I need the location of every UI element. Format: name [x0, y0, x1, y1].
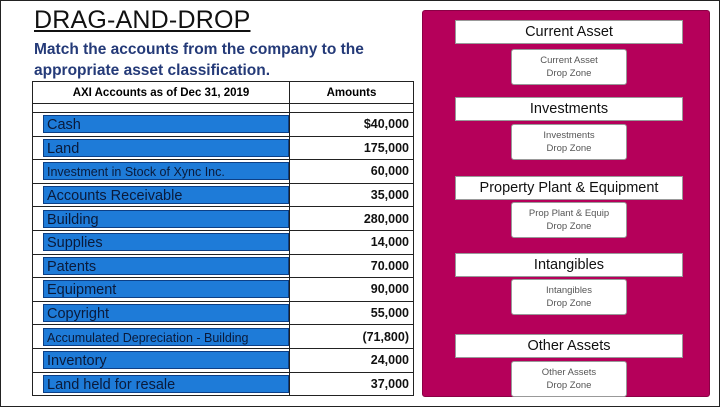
drop-zone-sublabel: Drop Zone: [546, 380, 592, 391]
category-title-other-assets: Other Assets: [455, 334, 683, 358]
classification-panel: Current Asset Current Asset Drop Zone In…: [422, 10, 710, 397]
draggable-account-land[interactable]: Land: [43, 138, 289, 157]
drop-zone-sublabel: Drop Zone: [546, 298, 592, 309]
accounts-column-header: AXI Accounts as of Dec 31, 2019: [32, 81, 290, 104]
draggable-account-inventory[interactable]: Inventory: [43, 351, 289, 370]
draggable-account-accounts-receivable[interactable]: Accounts Receivable: [43, 186, 289, 205]
drop-zone-label: Current Asset: [540, 55, 598, 66]
table-row: Accounts Receivable 35,000: [32, 182, 414, 208]
draggable-account-patents[interactable]: Patents: [43, 256, 289, 275]
table-row: Cash $40,000: [32, 112, 414, 137]
amount-cell: 90,000: [289, 277, 414, 302]
draggable-account-investment-in-stock[interactable]: Investment in Stock of Xync Inc.: [43, 162, 289, 181]
table-row: Supplies 14,000: [32, 229, 414, 255]
table-row: Patents 70.000: [32, 253, 414, 279]
instructions-text: Match the accounts from the company to t…: [34, 41, 364, 79]
amount-cell: 14,000: [289, 229, 414, 255]
draggable-account-copyright[interactable]: Copyright: [43, 304, 289, 323]
table-row: Investment in Stock of Xync Inc. 60,000: [32, 159, 414, 184]
table-row: Inventory 24,000: [32, 347, 414, 373]
amount-cell: 60,000: [289, 159, 414, 184]
drop-zone-other-assets[interactable]: Other Assets Drop Zone: [511, 361, 627, 397]
draggable-account-supplies[interactable]: Supplies: [43, 233, 289, 252]
drop-zone-label: Investments: [543, 130, 595, 141]
table-row: Equipment 90,000: [32, 277, 414, 302]
drop-zone-label: Prop Plant & Equip: [528, 208, 610, 219]
accounts-table: AXI Accounts as of Dec 31, 2019 Amounts …: [32, 81, 414, 397]
draggable-account-land-held-for-resale[interactable]: Land held for resale: [43, 374, 289, 393]
amount-cell: 35,000: [289, 182, 414, 208]
table-row: Copyright 55,000: [32, 300, 414, 326]
drop-zone-sublabel: Drop Zone: [546, 143, 592, 154]
amount-cell: 55,000: [289, 300, 414, 326]
amount-cell: (71,800): [289, 324, 414, 349]
table-row: Land held for resale 37,000: [32, 371, 414, 397]
drop-zone-intangibles[interactable]: Intangibles Drop Zone: [511, 279, 627, 315]
draggable-account-accumulated-depreciation[interactable]: Accumulated Depreciation - Building: [43, 327, 289, 346]
drop-zone-investments[interactable]: Investments Drop Zone: [511, 124, 627, 160]
table-header-row: AXI Accounts as of Dec 31, 2019 Amounts: [32, 81, 414, 104]
amount-cell: 280,000: [289, 206, 414, 231]
table-row: Building 280,000: [32, 206, 414, 231]
category-title-current-asset: Current Asset: [455, 20, 683, 44]
drop-zone-sublabel: Drop Zone: [546, 68, 592, 79]
category-title-intangibles: Intangibles: [455, 253, 683, 277]
drop-zone-property-plant-equipment[interactable]: Prop Plant & Equip Drop Zone: [511, 202, 627, 238]
drop-zone-label: Intangibles: [546, 285, 592, 296]
category-title-investments: Investments: [455, 97, 683, 121]
amount-cell: 24,000: [289, 347, 414, 373]
page-title: DRAG-AND-DROP: [34, 6, 251, 34]
draggable-account-equipment[interactable]: Equipment: [43, 280, 289, 299]
draggable-account-building[interactable]: Building: [43, 209, 289, 228]
amount-cell: 70.000: [289, 253, 414, 279]
draggable-account-cash[interactable]: Cash: [43, 115, 289, 134]
category-title-property-plant-equipment: Property Plant & Equipment: [455, 176, 683, 200]
drop-zone-current-asset[interactable]: Current Asset Drop Zone: [511, 49, 627, 85]
amounts-column-header: Amounts: [289, 81, 414, 104]
amount-cell: 175,000: [289, 135, 414, 161]
drop-zone-label: Other Assets: [541, 367, 597, 378]
table-spacer-row: [32, 103, 414, 113]
amount-cell: 37,000: [289, 371, 414, 397]
amount-cell: $40,000: [289, 112, 414, 137]
drop-zone-sublabel: Drop Zone: [546, 221, 592, 232]
table-row: Accumulated Depreciation - Building (71,…: [32, 324, 414, 349]
table-row: Land 175,000: [32, 135, 414, 161]
